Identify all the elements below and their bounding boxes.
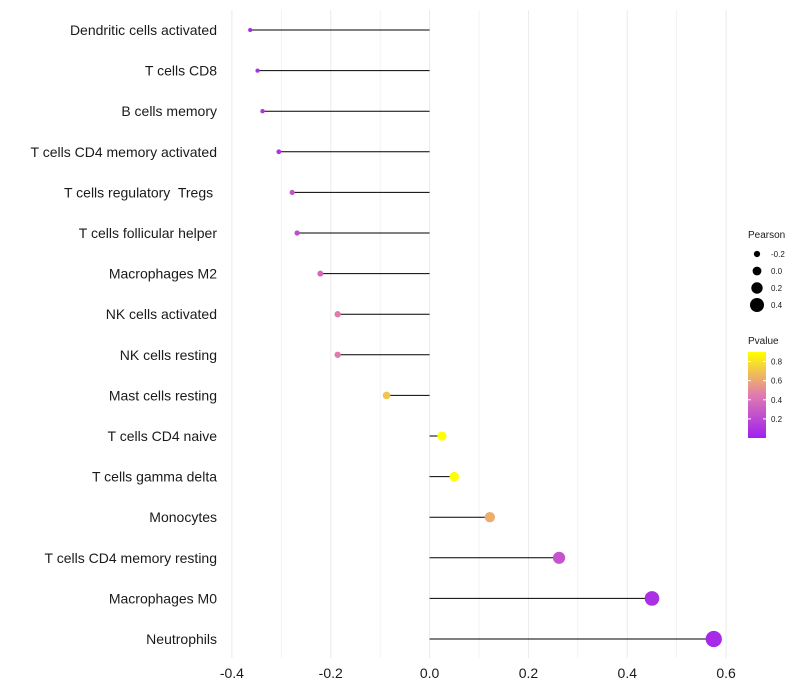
pvalue-legend-title: Pvalue — [748, 336, 779, 347]
x-tick-label: 0.4 — [618, 665, 638, 681]
lollipop-point — [552, 551, 566, 564]
category-label: T cells CD8 — [145, 63, 217, 79]
lollipop-point — [317, 270, 324, 277]
lollipop-point — [334, 351, 341, 358]
category-label: Macrophages M0 — [109, 590, 217, 606]
pvalue-colorbar — [748, 352, 766, 438]
category-label: T cells CD4 memory resting — [45, 550, 217, 566]
lollipop-point — [437, 431, 447, 441]
lollipop-point — [276, 149, 282, 155]
category-label: NK cells activated — [106, 306, 217, 322]
colorbar-tick-label: 0.2 — [771, 415, 783, 424]
category-label: Mast cells resting — [109, 387, 217, 403]
pearson-size-legend: Pearson -0.2 0.0 0.2 0.4 — [748, 230, 785, 312]
size-legend-label: 0.2 — [771, 284, 783, 293]
lollipop-point — [294, 230, 300, 236]
lollipop-point — [382, 391, 391, 400]
size-legend-label: 0.4 — [771, 301, 783, 310]
size-legend-label: -0.2 — [771, 250, 785, 259]
colorbar-tick-label: 0.6 — [771, 377, 783, 386]
x-axis-tick-labels: -0.4 -0.2 0.0 0.2 0.4 0.6 — [220, 665, 736, 681]
lollipop-point — [260, 108, 265, 114]
category-label: Macrophages M2 — [109, 266, 217, 282]
lollipop-point — [248, 27, 253, 33]
size-legend-key — [752, 266, 762, 276]
x-tick-label: -0.2 — [319, 665, 343, 681]
lollipop-points — [248, 27, 722, 648]
lollipop-point — [255, 68, 260, 73]
grid-lines — [231, 10, 727, 658]
category-label: T cells gamma delta — [92, 469, 217, 485]
size-legend-key — [751, 282, 763, 294]
x-tick-label: 0.2 — [519, 665, 539, 681]
pearson-legend-title: Pearson — [748, 230, 785, 241]
pvalue-color-legend: Pvalue 0.2 0.4 0.6 0.8 — [748, 336, 783, 438]
category-label: Neutrophils — [146, 631, 217, 647]
category-label: Dendritic cells activated — [70, 22, 217, 38]
category-label: T cells follicular helper — [79, 225, 218, 241]
category-label: T cells regulatory Tregs — [64, 184, 217, 200]
category-label: B cells memory — [121, 103, 217, 119]
x-tick-label: -0.4 — [220, 665, 244, 681]
lollipop-point — [289, 189, 295, 195]
lollipop-point — [705, 630, 722, 648]
lollipop-point — [334, 311, 341, 318]
size-legend-label: 0.0 — [771, 267, 783, 276]
category-label: NK cells resting — [120, 347, 217, 363]
x-tick-label: 0.6 — [716, 665, 736, 681]
lollipop-point — [449, 471, 460, 482]
category-label: T cells CD4 memory activated — [31, 144, 217, 160]
lollipop-point — [484, 512, 496, 523]
colorbar-tick-label: 0.4 — [771, 396, 783, 405]
x-tick-label: 0.0 — [420, 665, 440, 681]
colorbar-tick-label: 0.8 — [771, 358, 783, 367]
lollipop-point — [644, 591, 660, 606]
lollipop-stems — [250, 29, 714, 640]
size-legend-key — [750, 298, 764, 312]
category-labels: Dendritic cells activated T cells CD8 B ce… — [31, 22, 218, 647]
category-label: T cells CD4 naive — [108, 428, 218, 444]
size-legend-key — [753, 250, 761, 258]
category-label: Monocytes — [149, 509, 217, 525]
